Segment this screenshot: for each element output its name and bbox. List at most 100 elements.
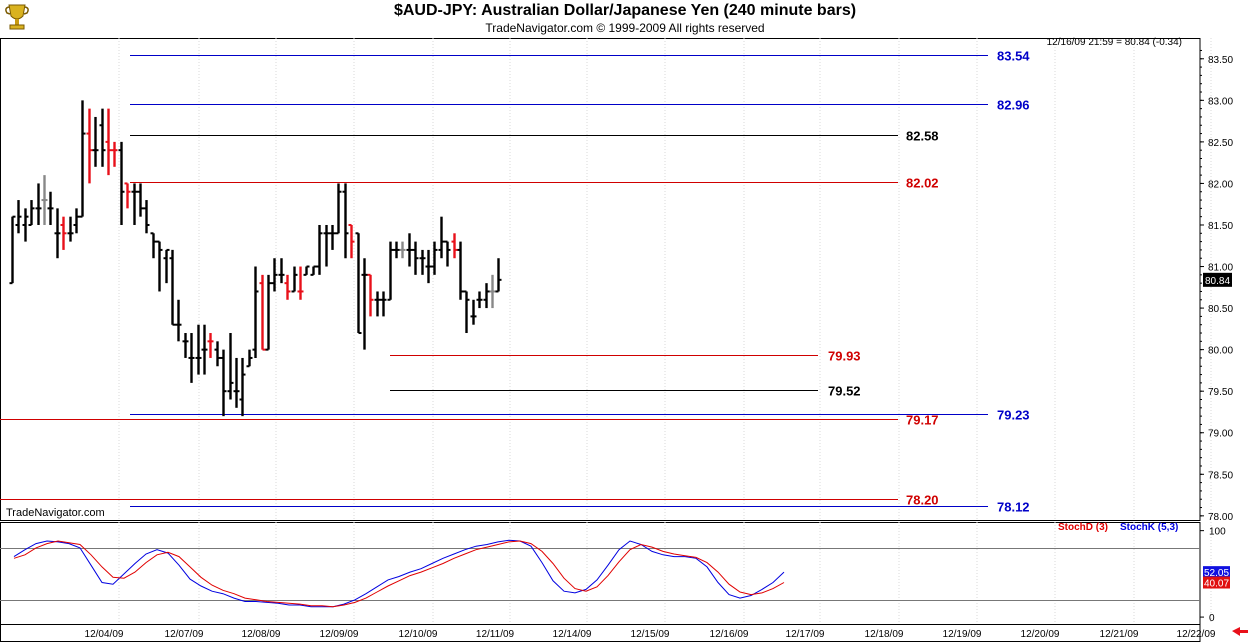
price-bar xyxy=(124,182,131,209)
x-tick-label: 12/18/09 xyxy=(865,629,904,640)
level-label-82.02: 82.02 xyxy=(906,176,939,191)
watermark: TradeNavigator.com xyxy=(6,507,105,519)
price-bar xyxy=(463,290,470,334)
trophy-icon xyxy=(5,4,29,30)
price-bar xyxy=(233,357,240,408)
x-tick-label: 12/19/09 xyxy=(943,629,982,640)
price-bar xyxy=(271,258,278,292)
price-bar xyxy=(406,233,413,267)
price-bar xyxy=(303,265,310,276)
price-bar xyxy=(22,208,29,242)
level-label-79.23: 79.23 xyxy=(997,408,1030,423)
price-bar xyxy=(265,274,272,351)
price-bar xyxy=(28,200,35,226)
price-bar xyxy=(399,241,406,259)
x-tick-label: 12/08/09 xyxy=(242,629,281,640)
last-price-box xyxy=(1203,272,1232,287)
scroll-right-arrow-icon xyxy=(1232,627,1248,636)
x-tick-label: 12/10/09 xyxy=(399,629,438,640)
price-bar xyxy=(278,258,285,284)
price-bar xyxy=(457,241,464,300)
price-bar xyxy=(355,232,362,335)
x-tick-label: 12/04/09 xyxy=(85,629,124,640)
y-tick-label: 78.50 xyxy=(1208,470,1233,481)
price-bar xyxy=(291,266,298,293)
y-tick-label: 82.50 xyxy=(1208,138,1233,149)
last-price-label: 80.84 xyxy=(1205,276,1230,287)
price-bar xyxy=(220,349,227,417)
level-label-82.96: 82.96 xyxy=(997,98,1030,113)
y-tick-label: 78.00 xyxy=(1208,512,1233,523)
price-bar xyxy=(419,249,426,275)
price-bar xyxy=(201,324,208,375)
price-bar xyxy=(297,266,304,300)
stoch-d-value-box xyxy=(1203,576,1230,589)
y-tick-label: 79.50 xyxy=(1208,387,1233,398)
price-bar xyxy=(246,349,253,368)
price-bar xyxy=(412,241,419,275)
price-bar xyxy=(163,248,170,284)
price-bar xyxy=(79,100,86,218)
price-bar xyxy=(227,333,234,400)
price-bar xyxy=(348,223,355,259)
price-bar xyxy=(143,200,150,234)
price-bar xyxy=(67,216,74,242)
last-quote: 12/16/09 21:59 = 80.84 (-0.34) xyxy=(1047,37,1182,48)
price-bar xyxy=(47,191,54,225)
price-bar xyxy=(367,273,374,317)
price-bar xyxy=(35,183,42,225)
price-bar xyxy=(310,265,317,276)
level-label-79.17: 79.17 xyxy=(906,413,939,428)
level-label-79.93: 79.93 xyxy=(828,349,861,364)
y-tick-label: 81.50 xyxy=(1208,221,1233,232)
y-tick-label: 79.00 xyxy=(1208,429,1233,440)
level-label-78.20: 78.20 xyxy=(906,493,939,508)
price-bar xyxy=(476,291,483,309)
price-bar xyxy=(41,175,48,225)
price-bar xyxy=(451,233,458,259)
price-bar xyxy=(156,240,163,292)
x-tick-label: 12/21/09 xyxy=(1100,629,1139,640)
price-bar xyxy=(175,299,182,342)
price-bar xyxy=(111,141,118,167)
price-bar xyxy=(214,341,221,367)
price-bar xyxy=(361,258,368,350)
price-bar xyxy=(239,357,246,417)
x-tick-label: 12/11/09 xyxy=(476,629,515,640)
price-bar xyxy=(137,183,144,217)
chart-title: $AUD-JPY: Australian Dollar/Japanese Yen… xyxy=(393,2,857,19)
chart-subtitle: TradeNavigator.com © 1999-2009 All right… xyxy=(485,21,765,35)
stoch-legend-item: StochK (5,3) xyxy=(1120,522,1178,533)
stoch-k-value-box xyxy=(1203,566,1230,579)
price-bar xyxy=(92,116,99,167)
price-bar xyxy=(380,291,387,317)
price-bar xyxy=(495,258,502,293)
price-bar xyxy=(438,216,445,259)
price-bar xyxy=(431,241,438,275)
price-bar xyxy=(323,224,330,267)
price-bar xyxy=(188,333,195,383)
price-bar xyxy=(316,224,323,275)
stoch-d-value: 40.07 xyxy=(1204,579,1229,590)
price-bar xyxy=(131,183,138,225)
level-label-79.52: 79.52 xyxy=(828,384,861,399)
price-bar xyxy=(374,291,381,317)
price-bar xyxy=(393,241,400,259)
price-bar xyxy=(483,283,490,309)
price-bar xyxy=(15,200,22,234)
price-bar xyxy=(54,208,61,259)
x-tick-label: 12/15/09 xyxy=(631,629,670,640)
y-tick-label: 83.00 xyxy=(1208,96,1233,107)
y-tick-label: 82.00 xyxy=(1208,179,1233,190)
stoch-k-value: 52.05 xyxy=(1204,568,1229,579)
price-bar xyxy=(195,324,202,375)
y-tick-label: 81.00 xyxy=(1208,263,1233,274)
x-tick-label: 12/17/09 xyxy=(786,629,825,640)
x-tick-label: 12/07/09 xyxy=(165,629,204,640)
price-bar xyxy=(259,274,266,351)
stoch-series-k xyxy=(13,539,785,608)
price-bar xyxy=(118,141,125,225)
x-tick-label: 12/22/09 xyxy=(1177,629,1216,640)
price-bar xyxy=(86,108,93,184)
price-bar xyxy=(207,333,214,358)
